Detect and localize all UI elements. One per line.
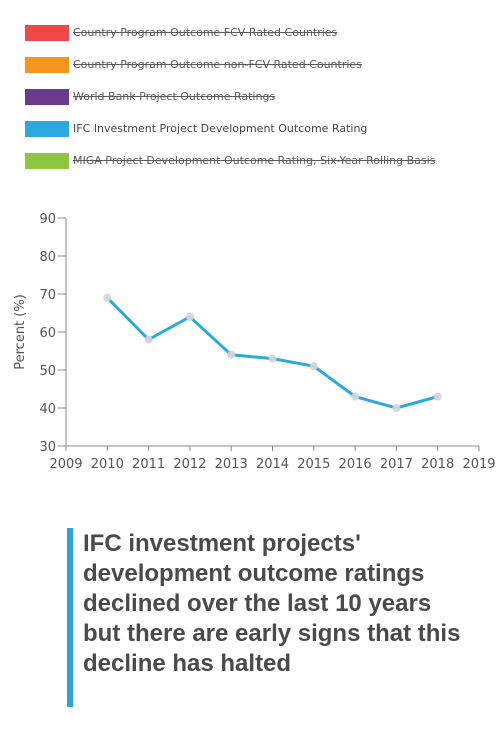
y-tick-label: 70 <box>39 288 56 303</box>
chart-series <box>103 293 442 412</box>
x-tick-label: 2013 <box>215 457 248 472</box>
x-tick-label: 2010 <box>91 457 124 472</box>
legend-swatch <box>25 121 69 137</box>
series-line <box>105 296 440 410</box>
data-point <box>392 404 401 412</box>
y-tick-label: 50 <box>39 364 56 379</box>
x-tick-label: 2017 <box>380 457 413 472</box>
chart-axes: 30 40 50 60 70 80 90 2009 2010 2011 2012 2013 2014 20… <box>39 212 495 472</box>
line-chart: 30 40 50 60 70 80 90 2009 2010 2011 2012 2013 2014 20… <box>13 212 496 472</box>
legend-label[interactable]: Country Program Outcome FCV Rated Countr… <box>73 26 338 39</box>
data-point <box>227 350 236 359</box>
legend-label[interactable]: World Bank Project Outcome Ratings <box>73 90 276 103</box>
legend-label[interactable]: Country Program Outcome non-FCV Rated Co… <box>73 58 362 71</box>
x-tick-label: 2015 <box>297 457 330 472</box>
y-axis-title: Percent (%) <box>13 294 28 370</box>
y-tick-label: 40 <box>39 402 56 417</box>
data-point <box>351 392 360 401</box>
data-point <box>144 335 153 344</box>
legend-swatch <box>25 153 69 169</box>
x-tick-label: 2018 <box>421 457 454 472</box>
data-point <box>309 362 318 371</box>
x-tick-label: 2019 <box>462 457 495 472</box>
x-tick-label: 2011 <box>132 457 165 472</box>
x-tick-label: 2014 <box>256 457 289 472</box>
x-tick-label: 2016 <box>339 457 372 472</box>
legend-swatch <box>25 25 69 41</box>
y-tick-label: 90 <box>39 212 56 227</box>
x-tick-label: 2009 <box>49 457 82 472</box>
y-tick-label: 80 <box>39 250 56 265</box>
y-tick-label: 30 <box>39 440 56 455</box>
data-point <box>433 392 442 401</box>
data-point <box>185 312 194 321</box>
legend-swatch <box>25 89 69 105</box>
legend-label[interactable]: IFC Investment Project Development Outco… <box>73 122 368 135</box>
x-tick-label: 2012 <box>173 457 206 472</box>
legend-swatch <box>25 57 69 73</box>
caption-text: IFC investment projects' development out… <box>83 530 461 677</box>
data-point <box>268 354 277 363</box>
legend-label[interactable]: MIGA Project Development Outcome Rating,… <box>73 154 436 167</box>
data-point <box>103 293 112 302</box>
y-tick-label: 60 <box>39 326 56 341</box>
chart-caption: IFC investment projects' development out… <box>67 528 467 707</box>
